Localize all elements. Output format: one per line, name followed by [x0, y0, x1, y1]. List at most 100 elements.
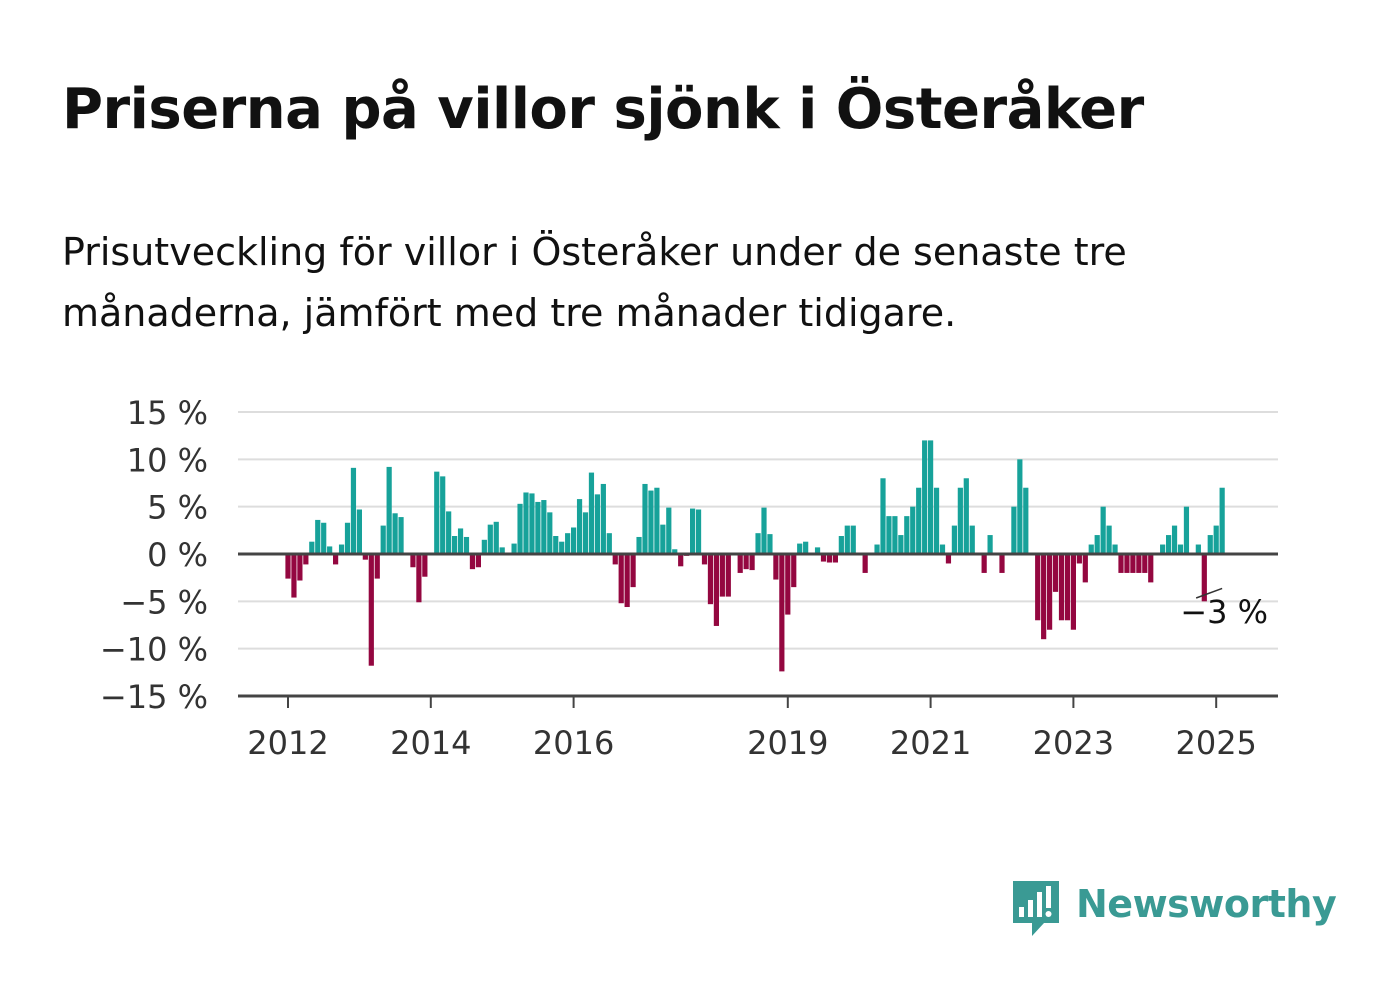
bar: [933, 487, 940, 554]
bars: [285, 440, 1225, 672]
bar: [374, 554, 380, 579]
y-axis-tick-labels: 15 % 10 % 5 % 0 % −5 % −10 % −15 %: [100, 394, 208, 716]
bar: [571, 527, 577, 554]
bar: [957, 487, 963, 554]
bar: [886, 516, 892, 554]
bar: [1076, 554, 1082, 564]
annotations: −3 %: [1180, 587, 1268, 631]
bar: [1130, 554, 1136, 573]
bar: [773, 554, 779, 580]
bar: [826, 554, 833, 563]
bar: [648, 490, 654, 554]
y-tick-label: −5 %: [120, 583, 208, 621]
bar: [297, 554, 303, 581]
bar: [832, 554, 838, 563]
bar-chart-speech-bubble-icon: [1013, 881, 1059, 936]
bar: [463, 536, 470, 554]
bar: [1124, 554, 1130, 573]
x-tick-label: 2025: [1175, 724, 1256, 762]
bar: [803, 541, 809, 554]
y-tick-label: 10 %: [127, 441, 208, 479]
bar: [928, 440, 934, 554]
bar: [333, 554, 339, 565]
annotation-label: −3 %: [1180, 593, 1268, 631]
x-tick-label: 2016: [533, 724, 614, 762]
axes: [238, 552, 1278, 698]
bar: [529, 493, 535, 554]
bar: [416, 554, 422, 603]
bar: [916, 487, 922, 554]
bar: [1047, 554, 1053, 630]
bar: [344, 522, 351, 554]
bar: [588, 472, 595, 554]
bar: [695, 509, 702, 554]
x-tick-label: 2012: [247, 724, 328, 762]
bar: [499, 547, 505, 554]
bar: [755, 533, 761, 554]
bar: [761, 507, 767, 554]
x-tick-label: 2021: [890, 724, 971, 762]
bar: [707, 554, 714, 605]
bar: [999, 554, 1005, 573]
grid-lines: [238, 411, 1278, 650]
bar: [785, 554, 791, 615]
y-tick-label: 5 %: [147, 489, 208, 527]
bar: [725, 554, 731, 597]
bar: [452, 536, 458, 554]
y-tick-label: −15 %: [100, 678, 208, 716]
bar: [820, 554, 827, 562]
bar: [797, 543, 803, 554]
bar: [1201, 554, 1207, 602]
bar: [606, 533, 612, 554]
bar: [547, 512, 553, 554]
bar: [1112, 544, 1118, 554]
chart-title: Priserna på villor sjönk i Österåker: [62, 77, 1144, 142]
bar: [660, 524, 666, 554]
bar: [410, 554, 416, 568]
bar: [338, 544, 345, 554]
bar: [862, 554, 868, 573]
bar: [1160, 544, 1166, 554]
bar: [517, 503, 523, 554]
bar: [493, 521, 499, 554]
bar: [1052, 554, 1059, 592]
bar: [630, 554, 636, 588]
bar: [1142, 554, 1148, 573]
bar: [1106, 525, 1112, 554]
bar: [565, 533, 571, 554]
bar: [969, 525, 975, 554]
brand-name: Newsworthy: [1076, 882, 1337, 926]
bar: [874, 544, 880, 554]
bar: [1088, 544, 1094, 554]
y-tick-label: 0 %: [147, 536, 208, 574]
bar: [636, 536, 642, 554]
bar: [487, 524, 493, 554]
y-tick-label: 15 %: [127, 394, 208, 432]
bar: [880, 478, 886, 554]
x-tick-label: 2023: [1033, 724, 1114, 762]
bar: [553, 536, 559, 554]
bar: [666, 507, 672, 554]
bar: [1166, 535, 1172, 554]
bar: [309, 541, 315, 554]
bar: [511, 543, 517, 554]
bar: [844, 525, 850, 554]
bar: [981, 554, 987, 573]
bar: [559, 541, 565, 554]
bar: [1118, 554, 1124, 573]
bar: [481, 539, 487, 554]
bar: [898, 535, 904, 554]
bar: [1177, 544, 1184, 554]
bar: [380, 525, 386, 554]
bar: [1070, 554, 1076, 630]
x-tick-label: 2014: [390, 724, 471, 762]
bar: [838, 536, 844, 554]
bar: [1035, 554, 1041, 621]
bar: [850, 525, 856, 554]
bar: [535, 501, 541, 554]
bar: [779, 554, 785, 672]
bar: [987, 535, 993, 554]
bar: [1011, 506, 1017, 554]
bar: [1100, 506, 1106, 554]
